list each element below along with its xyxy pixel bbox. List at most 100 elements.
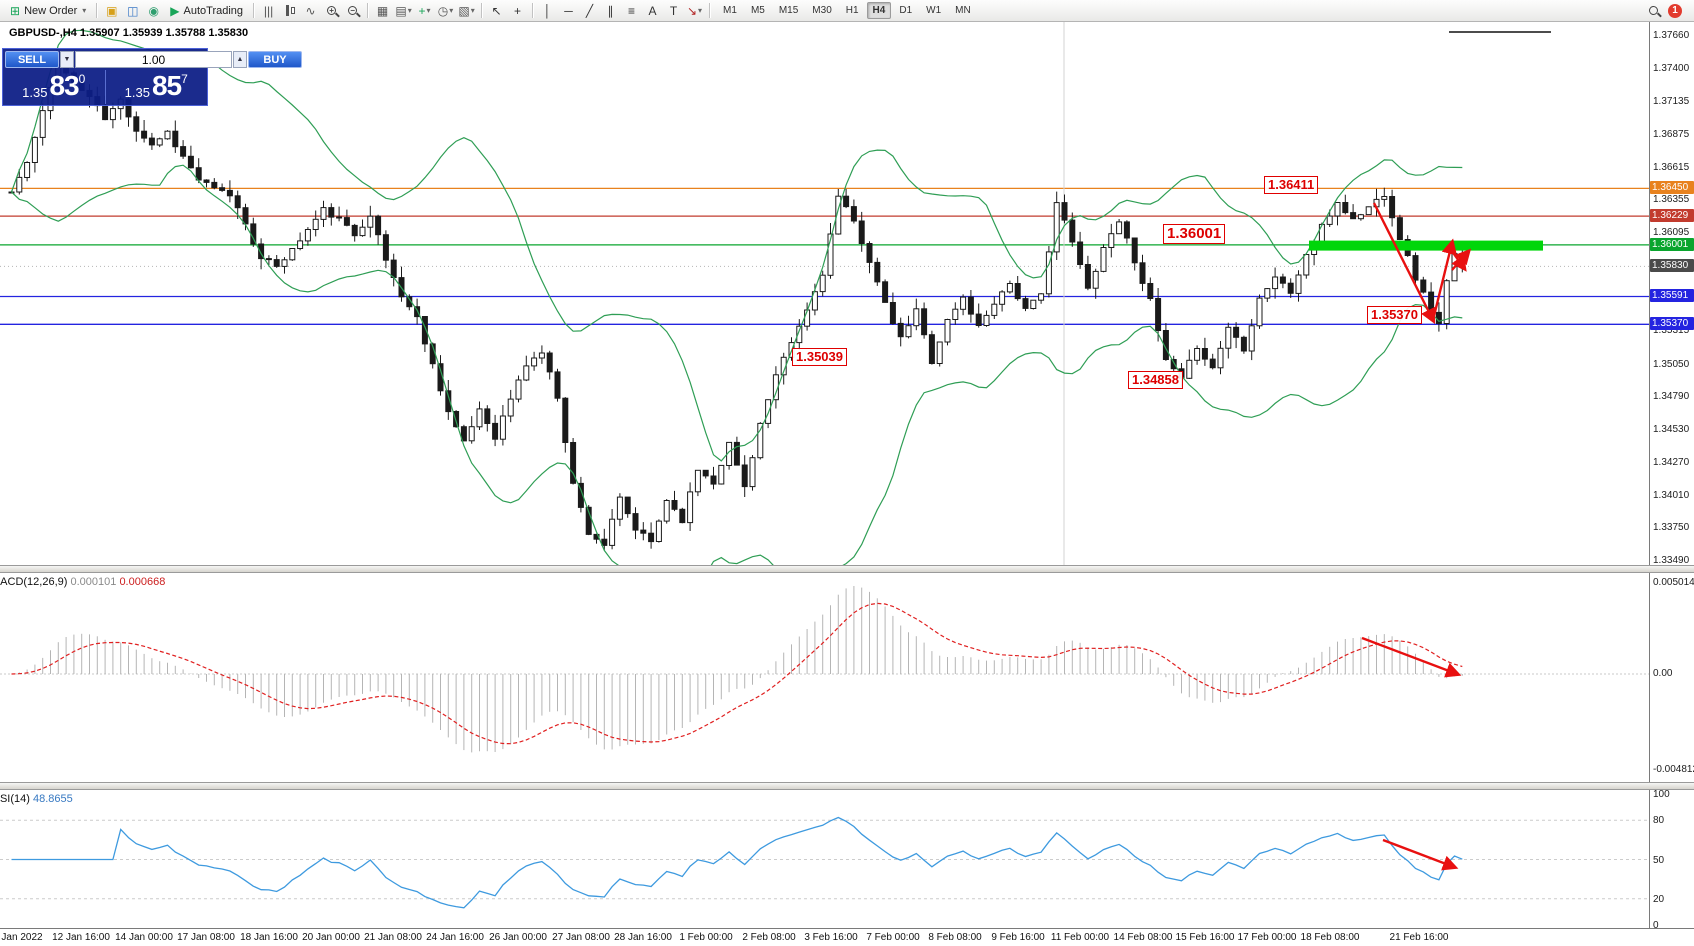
timeframe-button-m5[interactable]: M5 bbox=[750, 5, 765, 16]
price-tick: 1.36355 bbox=[1653, 194, 1690, 206]
rsi-name: RSI(14) bbox=[0, 793, 30, 805]
price-tick: 1.37400 bbox=[1653, 62, 1690, 74]
volume-input[interactable] bbox=[75, 51, 232, 68]
toolbar-separator bbox=[367, 3, 369, 18]
price-tick: 1.35315 bbox=[1653, 325, 1690, 337]
equidistant-channel-icon[interactable]: ∥ bbox=[607, 3, 614, 18]
price-tick: 1.34530 bbox=[1653, 424, 1690, 436]
time-tick: 1 Feb 00:00 bbox=[679, 932, 733, 943]
spin-down-icon: ▼ bbox=[63, 56, 71, 63]
crosshair-icon[interactable]: + bbox=[514, 3, 522, 18]
time-tick: Jan 2022 bbox=[1, 932, 43, 943]
timeframe-button-d1[interactable]: D1 bbox=[899, 5, 913, 16]
macd-signal-value: 0.000668 bbox=[119, 576, 166, 588]
template-icon[interactable]: ▧ ▾ bbox=[458, 3, 475, 18]
timeframe-button-h4[interactable]: H4 bbox=[866, 2, 892, 19]
notification-badge[interactable]: 1 bbox=[1668, 3, 1682, 18]
time-tick: 2 Feb 08:00 bbox=[742, 932, 796, 943]
panel-splitter-rsi[interactable] bbox=[0, 782, 1694, 790]
buy-price-area[interactable]: 1.35 85 7 bbox=[106, 70, 208, 104]
zoom-out-icon[interactable]: − bbox=[342, 1, 363, 20]
timeframe-button-h1[interactable]: H1 bbox=[845, 5, 859, 16]
new-order-button[interactable]: ⊞ New Order ▾ bbox=[10, 3, 87, 18]
time-tick: 17 Jan 08:00 bbox=[177, 932, 235, 943]
new-chart-icon[interactable]: ▤ ▾ bbox=[395, 3, 412, 18]
price-tick: 1.33750 bbox=[1653, 522, 1690, 534]
indicators-icon[interactable]: + ▾ bbox=[418, 3, 431, 18]
macd-label: MACD(12,26,9) 0.000101 0.000668 bbox=[0, 576, 165, 588]
sell-price-prefix: 1.35 bbox=[22, 85, 48, 100]
line-chart-icon[interactable]: ∿ bbox=[305, 3, 316, 18]
buy-price-prefix: 1.35 bbox=[124, 85, 150, 100]
metaeditor-icon[interactable]: ▣ bbox=[106, 3, 118, 18]
buy-price-big: 85 bbox=[151, 70, 182, 101]
toolbar-separator bbox=[96, 3, 98, 18]
macd-name: MACD(12,26,9) bbox=[0, 576, 68, 588]
autotrading-button[interactable]: ▶ AutoTrading bbox=[170, 3, 244, 18]
macd-axis-tick: -0.004812 bbox=[1653, 764, 1694, 775]
timeframe-button-m30[interactable]: M30 bbox=[812, 5, 832, 16]
volume-decrease-button[interactable]: ▼ bbox=[60, 51, 74, 68]
time-tick: 12 Jan 16:00 bbox=[52, 932, 110, 943]
time-tick: 18 Feb 08:00 bbox=[1300, 932, 1360, 943]
price-tick: 1.36875 bbox=[1653, 128, 1690, 140]
timeframe-group: M1 M5 M15 M30 H1 H4 D1 W1 MN bbox=[716, 2, 978, 19]
sell-button[interactable]: SELL bbox=[5, 51, 59, 68]
text-icon[interactable]: A bbox=[648, 3, 657, 18]
vertical-line-icon[interactable]: │ bbox=[543, 3, 552, 18]
periods-icon[interactable]: ◷ ▾ bbox=[437, 3, 454, 18]
time-tick: 26 Jan 00:00 bbox=[489, 932, 547, 943]
sell-price-area[interactable]: 1.35 83 0 bbox=[3, 70, 105, 104]
rsi-panel[interactable] bbox=[0, 790, 1649, 928]
price-axis[interactable]: 1.37660 1.37400 1.37135 1.36875 1.36615 1.363… bbox=[1649, 0, 1694, 946]
macd-main-value: 0.000101 bbox=[70, 576, 117, 588]
price-level-tag: 1.36229 bbox=[1650, 209, 1694, 223]
search-icon[interactable] bbox=[1643, 1, 1664, 20]
price-tick: 1.33490 bbox=[1653, 555, 1690, 566]
candlestick-chart-icon[interactable] bbox=[279, 1, 300, 20]
timeframe-button-mn[interactable]: MN bbox=[955, 5, 971, 16]
trendline-icon[interactable]: ╱ bbox=[585, 3, 594, 18]
panel-splitter-macd[interactable] bbox=[0, 565, 1694, 573]
data-window-icon[interactable]: ◫ bbox=[127, 3, 139, 18]
time-tick: 17 Feb 00:00 bbox=[1237, 932, 1297, 943]
arrows-tool-icon[interactable]: ↘ ▾ bbox=[686, 3, 703, 18]
time-tick: 18 Jan 16:00 bbox=[240, 932, 298, 943]
label-icon[interactable]: T bbox=[669, 3, 678, 18]
navigator-icon[interactable]: ◉ bbox=[148, 3, 159, 18]
time-tick: 15 Feb 16:00 bbox=[1175, 932, 1235, 943]
toolbar-separator bbox=[253, 3, 255, 18]
time-tick: 20 Jan 00:00 bbox=[302, 932, 360, 943]
time-axis[interactable]: Jan 2022 12 Jan 16:00 14 Jan 00:00 17 Jan 0… bbox=[0, 928, 1694, 946]
bar-chart-icon[interactable]: ||| bbox=[263, 3, 274, 18]
horizontal-line-icon[interactable]: ─ bbox=[564, 3, 573, 18]
price-tick: 1.36615 bbox=[1653, 161, 1690, 173]
fibonacci-icon[interactable]: ≡ bbox=[628, 3, 636, 18]
timeframe-button-w1[interactable]: W1 bbox=[926, 5, 942, 16]
toolbar-separator bbox=[481, 3, 483, 18]
time-tick: 14 Jan 00:00 bbox=[115, 932, 173, 943]
rsi-axis-tick: 0 bbox=[1653, 920, 1659, 931]
time-tick: 14 Feb 08:00 bbox=[1113, 932, 1173, 943]
time-tick: 7 Feb 00:00 bbox=[866, 932, 920, 943]
price-tick: 1.37660 bbox=[1653, 30, 1690, 41]
time-tick: 3 Feb 16:00 bbox=[804, 932, 858, 943]
buy-button[interactable]: BUY bbox=[248, 51, 302, 68]
bid-price-tag: 1.35830 bbox=[1650, 259, 1694, 273]
tile-windows-icon[interactable]: ▦ bbox=[376, 3, 389, 18]
price-level-tag: 1.35591 bbox=[1650, 289, 1694, 303]
rsi-axis-tick: 20 bbox=[1653, 893, 1665, 905]
time-tick: 21 Feb 16:00 bbox=[1389, 932, 1449, 943]
price-tick: 1.34270 bbox=[1653, 456, 1690, 468]
main-chart-panel[interactable] bbox=[0, 22, 1649, 565]
time-tick: 24 Jan 16:00 bbox=[426, 932, 484, 943]
timeframe-button-m1[interactable]: M1 bbox=[723, 5, 737, 16]
zoom-in-icon[interactable]: + bbox=[321, 1, 342, 20]
cursor-icon[interactable]: ↖ bbox=[491, 3, 502, 18]
price-tick: 1.34790 bbox=[1653, 391, 1690, 403]
rsi-axis-tick: 100 bbox=[1653, 789, 1670, 800]
timeframe-button-m15[interactable]: M15 bbox=[778, 5, 799, 16]
volume-increase-button[interactable]: ▲ bbox=[233, 51, 247, 68]
macd-panel[interactable] bbox=[0, 573, 1649, 782]
